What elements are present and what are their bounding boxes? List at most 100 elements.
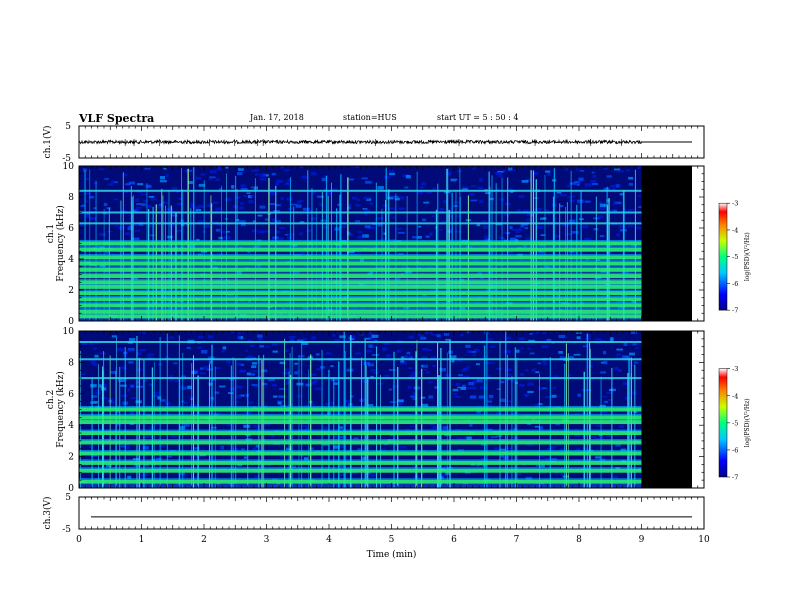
spectrogram-noise (369, 338, 375, 341)
spectrogram-noise (199, 367, 204, 370)
narrowband-line (79, 314, 642, 319)
spectrogram-noise (590, 179, 597, 183)
spectrogram-noise (384, 374, 390, 377)
spectrogram-noise (185, 169, 190, 172)
spectrogram-noise (460, 387, 467, 391)
spectrogram-noise (82, 168, 87, 172)
spectrogram-noise (577, 393, 581, 397)
spectrogram-noise (131, 276, 138, 280)
spectrogram-noise (481, 220, 487, 223)
spectrogram-noise (509, 187, 513, 192)
x-tick-label: 2 (201, 535, 207, 545)
spectrogram-noise (252, 357, 256, 359)
spectrogram-noise (347, 250, 355, 253)
spectrogram-noise (379, 238, 386, 241)
spectrogram-noise (252, 220, 257, 223)
spectrogram-noise (409, 374, 416, 379)
spectrogram-noise (80, 204, 85, 208)
narrowband-line (79, 460, 642, 465)
spectrogram-noise (160, 399, 166, 402)
spectrogram-noise (592, 183, 599, 186)
spectrogram-noise (576, 448, 581, 451)
spectrogram-noise (355, 220, 361, 223)
spectrogram-noise (243, 195, 248, 197)
spectrogram-noise (522, 209, 530, 213)
spectrogram-noise (622, 382, 628, 385)
spectrogram-noise (456, 358, 463, 363)
spectrogram-noise (154, 205, 162, 209)
spectrogram-noise (494, 447, 500, 451)
spectrogram-noise (250, 186, 255, 189)
spectrogram-noise (566, 196, 572, 199)
spectrogram-noise (259, 345, 264, 348)
spectrogram-noise (396, 227, 402, 230)
spectrogram-noise (359, 398, 366, 401)
spectrogram-noise (601, 294, 606, 298)
spectrogram-noise (538, 387, 544, 391)
spectrogram-noise (603, 204, 608, 207)
spectrogram-noise (544, 209, 549, 212)
spectrogram-noise (480, 385, 484, 388)
spectrogram-noise (216, 223, 222, 226)
spectrogram-noise (468, 382, 474, 386)
spectrogram-noise (518, 195, 525, 199)
spectrogram-noise (150, 198, 158, 201)
spectrogram-noise (462, 384, 466, 388)
spectrogram-noise (518, 337, 525, 341)
narrowband-halo (79, 272, 642, 275)
spectrogram-noise (534, 404, 541, 408)
narrowband-line (79, 415, 642, 420)
spectrogram-noise (334, 227, 341, 231)
y-tick-label: 2 (68, 453, 74, 463)
spectrogram-noise (618, 225, 626, 229)
spectrogram-noise (515, 473, 522, 476)
spectrogram-noise (279, 388, 286, 390)
spectrogram-noise (574, 181, 580, 184)
spectrogram-noise (149, 234, 155, 237)
spectrogram-noise (430, 356, 437, 359)
spectrogram-noise (444, 373, 451, 378)
spectrogram-noise (631, 300, 636, 304)
spectrogram-noise (600, 371, 606, 374)
spectrogram-noise (269, 192, 276, 196)
spectrogram-noise (551, 394, 557, 398)
spectrogram-noise (388, 388, 393, 391)
spectrogram-noise (439, 476, 444, 479)
spectrogram-noise (284, 234, 289, 236)
spectrogram-noise (417, 333, 424, 337)
spectrogram-noise (289, 233, 295, 236)
spectrogram-noise (259, 205, 266, 209)
spectrogram-noise (515, 235, 522, 238)
spectrogram-noise (94, 391, 102, 395)
y-tick-label: -5 (62, 154, 71, 164)
spectrogram-noise (136, 352, 142, 356)
spectrogram-noise (498, 236, 505, 239)
spectrogram-noise (132, 209, 137, 212)
narrowband-halo (79, 240, 642, 242)
spectrogram-noise (541, 332, 549, 335)
spectrogram-noise (350, 395, 354, 398)
spectrogram-noise (286, 181, 290, 184)
spectrogram-noise (170, 435, 178, 438)
spectrogram-noise (302, 338, 307, 341)
spectrogram-noise (133, 224, 138, 227)
spectrogram-noise (585, 389, 591, 392)
spectrogram-noise (317, 276, 324, 280)
spectrogram-noise (303, 404, 309, 407)
spectrogram-noise (148, 383, 153, 387)
spectrogram-noise (139, 331, 147, 334)
spectrogram-noise (207, 335, 214, 339)
spectrogram-noise (604, 400, 609, 404)
spectrogram-noise (94, 342, 100, 344)
spectrogram-noise (155, 423, 162, 426)
spectrogram-noise (443, 465, 449, 469)
spectrogram-noise (141, 203, 146, 206)
spectrogram-noise (330, 378, 338, 382)
spectrogram-noise (471, 166, 476, 170)
spectrogram-noise (525, 369, 529, 372)
spectrogram-noise (400, 360, 405, 363)
spectrogram-noise (315, 387, 322, 391)
spectrogram-noise (196, 176, 202, 180)
spectrogram-noise (95, 389, 100, 391)
spectrogram-noise (107, 398, 114, 402)
